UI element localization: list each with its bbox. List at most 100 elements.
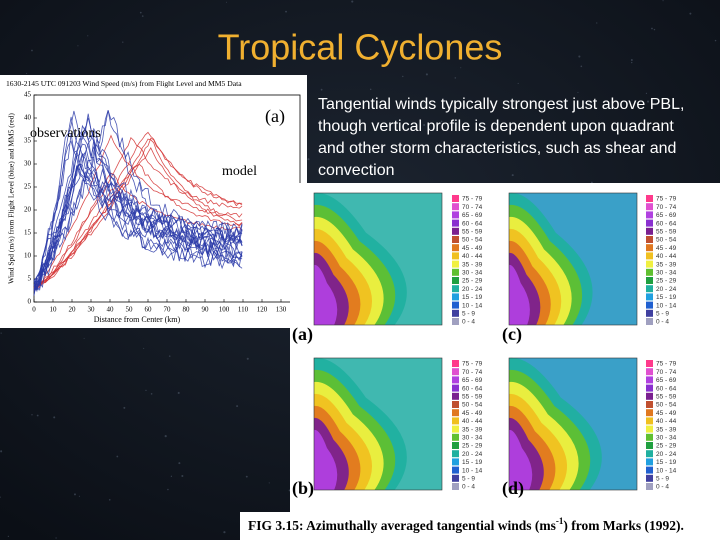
- legend-label: 50 - 54: [462, 402, 483, 409]
- contour-band: [314, 264, 338, 325]
- star: [7, 535, 9, 538]
- star: [689, 12, 692, 15]
- panel-label: (a): [265, 106, 285, 127]
- star: [460, 67, 462, 69]
- star: [225, 1, 227, 3]
- star: [351, 0, 354, 3]
- legend-swatch: [646, 219, 653, 227]
- slide-title: Tropical Cyclones: [218, 27, 503, 68]
- legend-label: 55 - 59: [656, 394, 677, 401]
- body-text: Tangential winds typically strongest jus…: [318, 96, 685, 179]
- legend-swatch: [452, 285, 459, 293]
- star: [631, 61, 633, 64]
- star: [590, 181, 593, 184]
- star: [55, 537, 57, 539]
- legend-swatch: [646, 252, 653, 260]
- panel-frame: [313, 357, 443, 491]
- panel-label: (b): [292, 478, 314, 499]
- legend-label: 5 - 9: [462, 311, 475, 318]
- legend-label: 75 - 79: [656, 361, 677, 368]
- legend-swatch: [646, 425, 653, 433]
- legend-label: 65 - 69: [656, 377, 677, 384]
- legend-label: 40 - 44: [656, 418, 677, 425]
- star: [630, 58, 633, 61]
- star: [0, 332, 2, 334]
- legend-label: 70 - 74: [656, 369, 677, 376]
- left-figure: [0, 75, 307, 328]
- legend-label: 0 - 4: [462, 319, 475, 326]
- x-tick-label: 20: [69, 306, 77, 314]
- star: [236, 405, 239, 408]
- star: [145, 389, 147, 392]
- legend-label: 40 - 44: [656, 253, 677, 260]
- legend-swatch: [452, 450, 459, 458]
- star: [429, 53, 431, 55]
- legend-swatch: [452, 195, 459, 202]
- star: [168, 355, 171, 357]
- x-tick-label: 80: [183, 306, 191, 314]
- legend-label: 30 - 34: [462, 270, 483, 277]
- star: [423, 123, 426, 127]
- trace: [33, 139, 243, 291]
- star: [26, 72, 28, 74]
- legend-swatch: [452, 211, 459, 219]
- legend-swatch: [646, 360, 653, 367]
- legend-swatch: [646, 277, 653, 284]
- x-tick-label: 60: [145, 306, 153, 314]
- legend-label: 70 - 74: [462, 369, 483, 376]
- y-tick-label: 15: [24, 229, 32, 237]
- star: [587, 129, 589, 132]
- star: [402, 75, 404, 78]
- legend-label: 30 - 34: [656, 270, 677, 277]
- star: [122, 41, 124, 43]
- legend-label: 70 - 74: [656, 204, 677, 211]
- star: [580, 65, 583, 68]
- figure-header: 1630-2145 UTC 091203 Wind Speed (m/s) fr…: [6, 79, 242, 88]
- legend-label: 45 - 49: [462, 245, 483, 252]
- legend-label: 30 - 34: [656, 435, 677, 442]
- star: [578, 55, 581, 58]
- legend-swatch: [452, 425, 459, 433]
- contour-band: [314, 429, 338, 490]
- legend-label: 10 - 14: [462, 302, 483, 309]
- legend-label: 20 - 24: [462, 451, 483, 458]
- star: [181, 475, 184, 478]
- legend-swatch: [646, 392, 653, 400]
- legend-swatch: [646, 409, 653, 417]
- y-tick-label: 0: [28, 298, 32, 306]
- star: [369, 88, 372, 91]
- trace: [33, 110, 243, 290]
- legend-label: 0 - 4: [656, 319, 669, 326]
- y-tick-label: 30: [24, 160, 32, 168]
- legend-swatch: [646, 384, 653, 392]
- legend-swatch: [452, 227, 459, 235]
- legend-label: 60 - 64: [462, 220, 483, 227]
- trace: [33, 134, 243, 289]
- star: [31, 414, 33, 416]
- legend-swatch: [646, 376, 653, 384]
- figure-caption: FIG 3.15: Azimuthally averaged tangentia…: [248, 516, 684, 533]
- contour-band: [509, 264, 530, 325]
- legend-swatch: [452, 293, 459, 301]
- legend-label: 15 - 19: [656, 459, 677, 466]
- legend-label: 10 - 14: [656, 467, 677, 474]
- legend-swatch: [646, 293, 653, 301]
- legend-swatch: [452, 219, 459, 227]
- legend-label: 60 - 64: [656, 220, 677, 227]
- y-tick-label: 45: [24, 91, 32, 99]
- legend-label: 65 - 69: [462, 377, 483, 384]
- legend-swatch: [646, 466, 653, 474]
- star: [596, 22, 598, 24]
- legend-swatch: [452, 376, 459, 384]
- trace: [33, 110, 243, 283]
- legend-swatch: [646, 244, 653, 252]
- legend-swatch: [452, 409, 459, 417]
- legend-swatch: [646, 417, 653, 425]
- legend-label: 10 - 14: [656, 302, 677, 309]
- y-tick-label: 10: [24, 252, 32, 260]
- star: [0, 450, 3, 453]
- legend-label: 40 - 44: [462, 418, 483, 425]
